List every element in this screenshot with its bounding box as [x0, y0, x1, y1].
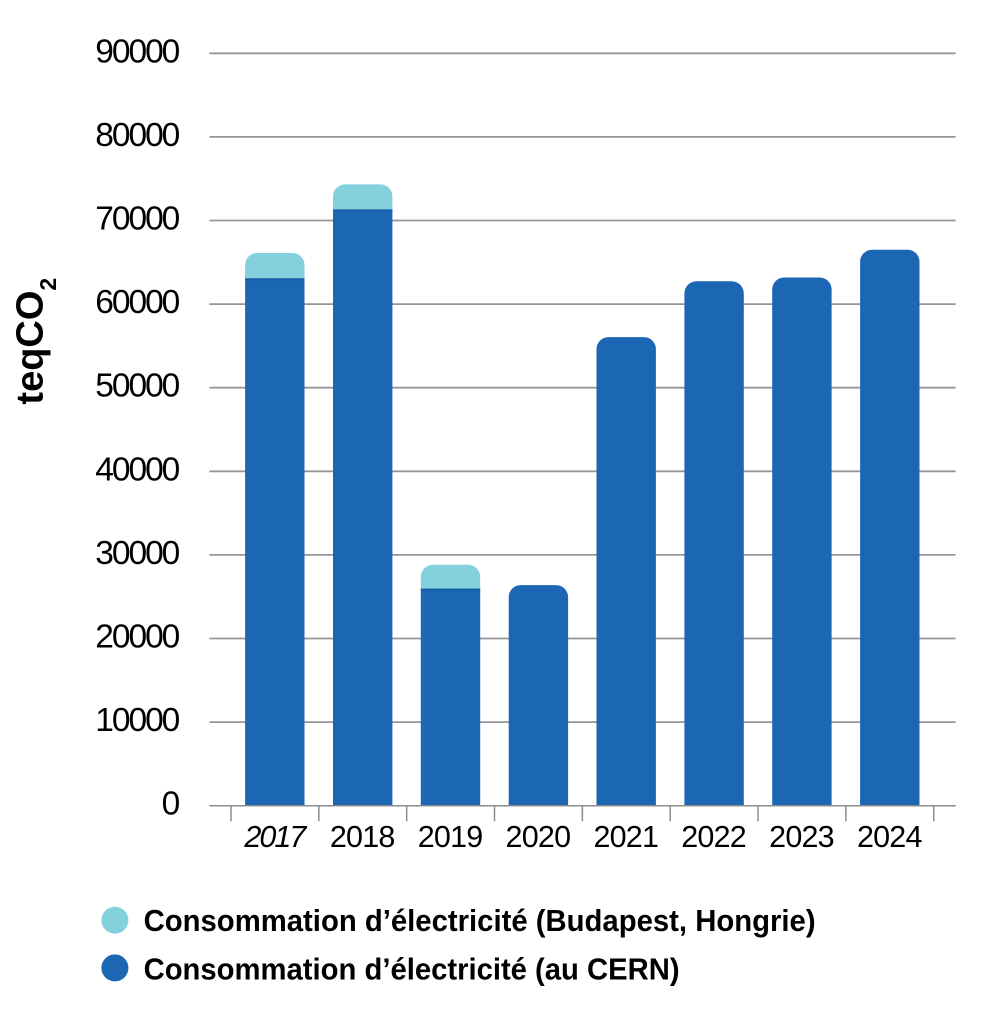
svg-text:20000: 20000 — [95, 619, 180, 656]
svg-text:2023: 2023 — [769, 820, 835, 854]
svg-text:Consommation d’électricité (Bu: Consommation d’électricité (Budapest, Ho… — [144, 904, 816, 938]
svg-text:50000: 50000 — [95, 368, 180, 405]
svg-text:10000: 10000 — [95, 702, 180, 739]
svg-text:2021: 2021 — [593, 820, 659, 854]
svg-text:40000: 40000 — [95, 451, 180, 488]
svg-text:80000: 80000 — [95, 117, 180, 154]
svg-text:0: 0 — [162, 786, 181, 823]
svg-text:60000: 60000 — [95, 284, 180, 321]
svg-text:Consommation d’électricité (au: Consommation d’électricité (au CERN) — [144, 952, 680, 986]
svg-text:2018: 2018 — [330, 820, 396, 854]
svg-text:2020: 2020 — [506, 820, 572, 854]
svg-text:2024: 2024 — [857, 820, 923, 854]
svg-text:2017: 2017 — [243, 820, 307, 854]
svg-text:90000: 90000 — [95, 33, 180, 70]
svg-text:30000: 30000 — [95, 535, 180, 572]
svg-text:2022: 2022 — [681, 820, 747, 854]
svg-text:2019: 2019 — [418, 820, 484, 854]
svg-text:70000: 70000 — [95, 201, 180, 238]
